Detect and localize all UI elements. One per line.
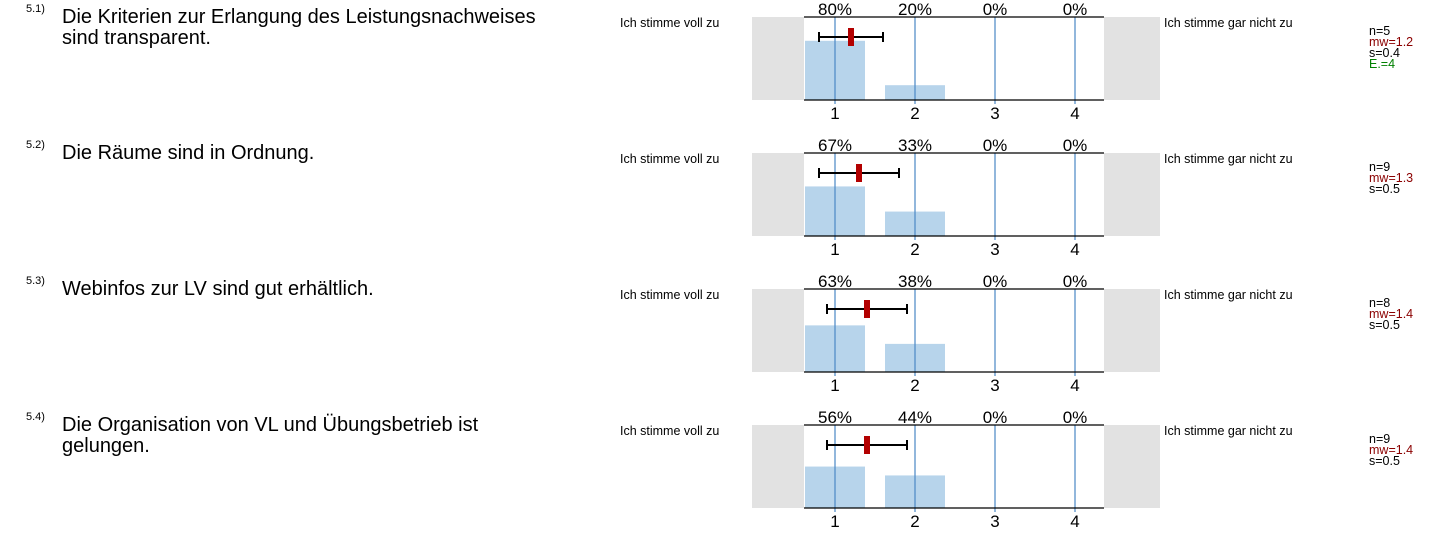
mean-marker <box>864 300 870 318</box>
tick-label: 4 <box>1070 240 1079 259</box>
tick-label: 3 <box>990 240 999 259</box>
tick-label: 1 <box>830 512 839 531</box>
question-row: 5.2) Die Räume sind in Ordnung. Ich stim… <box>0 136 1436 271</box>
scale-right-label: Ich stimme gar nicht zu <box>1164 424 1293 438</box>
percent-label: 44% <box>898 408 932 427</box>
right-scale-box <box>1104 425 1160 508</box>
tick-label: 3 <box>990 512 999 531</box>
question-text: Die Organisation von VL und Übungsbetrie… <box>62 414 479 457</box>
percent-label: 0% <box>1063 136 1088 155</box>
percent-label: 67% <box>818 136 852 155</box>
tick-label: 3 <box>990 376 999 395</box>
stats-block: n=9 mw=1.3 s=0.5 <box>1369 160 1414 196</box>
tick-label: 1 <box>830 104 839 123</box>
response-chart: 67% 33% 0% 0% 1 2 3 4 <box>752 136 1160 259</box>
tick-label: 4 <box>1070 104 1079 123</box>
tick-label: 2 <box>910 104 919 123</box>
question-row: 5.1) Die Kriterien zur Erlangung des Lei… <box>0 0 1436 135</box>
stat-sd: s=0.5 <box>1369 454 1400 468</box>
percent-label: 56% <box>818 408 852 427</box>
left-scale-box <box>752 425 804 508</box>
stat-mean: mw=1.4 <box>1369 443 1414 457</box>
percent-label: 63% <box>818 272 852 291</box>
percent-label: 38% <box>898 272 932 291</box>
mean-marker <box>864 436 870 454</box>
scale-left-label: Ich stimme voll zu <box>620 424 720 438</box>
scale-right-label: Ich stimme gar nicht zu <box>1164 16 1293 30</box>
question-text: Die Kriterien zur Erlangung des Leistung… <box>62 6 536 49</box>
response-chart: 80% 20% 0% 0% 1 2 3 4 <box>752 0 1160 123</box>
percent-label: 0% <box>1063 408 1088 427</box>
left-scale-box <box>752 289 804 372</box>
question-number: 5.3) <box>26 275 45 287</box>
response-chart: 63% 38% 0% 0% 1 2 3 4 <box>752 272 1160 395</box>
tick-label: 2 <box>910 376 919 395</box>
stat-sd: s=0.5 <box>1369 318 1400 332</box>
stat-n: n=9 <box>1369 432 1391 446</box>
percent-label: 33% <box>898 136 932 155</box>
percent-label: 0% <box>983 136 1008 155</box>
tick-label: 4 <box>1070 376 1079 395</box>
scale-right-label: Ich stimme gar nicht zu <box>1164 152 1293 166</box>
tick-label: 2 <box>910 512 919 531</box>
response-chart: 56% 44% 0% 0% 1 2 3 4 <box>752 408 1160 531</box>
mean-marker <box>848 28 854 46</box>
question-row: 5.3) Webinfos zur LV sind gut erhältlich… <box>0 272 1436 407</box>
stat-mean: mw=1.4 <box>1369 307 1414 321</box>
stat-sd: s=0.5 <box>1369 182 1400 196</box>
stat-sd: s=0.4 <box>1369 46 1400 60</box>
question-number: 5.2) <box>26 139 45 151</box>
left-scale-box <box>752 17 804 100</box>
percent-label: 0% <box>983 408 1008 427</box>
stat-mean: mw=1.3 <box>1369 171 1414 185</box>
tick-label: 1 <box>830 240 839 259</box>
percent-label: 0% <box>1063 272 1088 291</box>
right-scale-box <box>1104 153 1160 236</box>
question-number: 5.4) <box>26 411 45 423</box>
stat-n: n=8 <box>1369 296 1391 310</box>
percent-label: 80% <box>818 0 852 19</box>
question-row: 5.4) Die Organisation von VL und Übungsb… <box>0 408 1436 543</box>
tick-label: 1 <box>830 376 839 395</box>
question-text: Webinfos zur LV sind gut erhältlich. <box>62 278 374 300</box>
stat-n: n=9 <box>1369 160 1391 174</box>
stat-abstentions: E.=4 <box>1369 57 1396 71</box>
scale-left-label: Ich stimme voll zu <box>620 16 720 30</box>
question-number: 5.1) <box>26 3 45 15</box>
tick-label: 3 <box>990 104 999 123</box>
percent-label: 0% <box>983 272 1008 291</box>
left-scale-box <box>752 153 804 236</box>
percent-label: 0% <box>1063 0 1088 19</box>
percent-label: 20% <box>898 0 932 19</box>
right-scale-box <box>1104 289 1160 372</box>
percent-label: 0% <box>983 0 1008 19</box>
stat-mean: mw=1.2 <box>1369 35 1414 49</box>
scale-left-label: Ich stimme voll zu <box>620 288 720 302</box>
stats-block: n=5 mw=1.2 s=0.4 E.=4 <box>1369 24 1414 71</box>
question-text: Die Räume sind in Ordnung. <box>62 142 315 164</box>
right-scale-box <box>1104 17 1160 100</box>
scale-right-label: Ich stimme gar nicht zu <box>1164 288 1293 302</box>
stats-block: n=9 mw=1.4 s=0.5 <box>1369 432 1414 468</box>
mean-marker <box>856 164 862 182</box>
tick-label: 2 <box>910 240 919 259</box>
scale-left-label: Ich stimme voll zu <box>620 152 720 166</box>
tick-label: 4 <box>1070 512 1079 531</box>
stat-n: n=5 <box>1369 24 1391 38</box>
stats-block: n=8 mw=1.4 s=0.5 <box>1369 296 1414 332</box>
